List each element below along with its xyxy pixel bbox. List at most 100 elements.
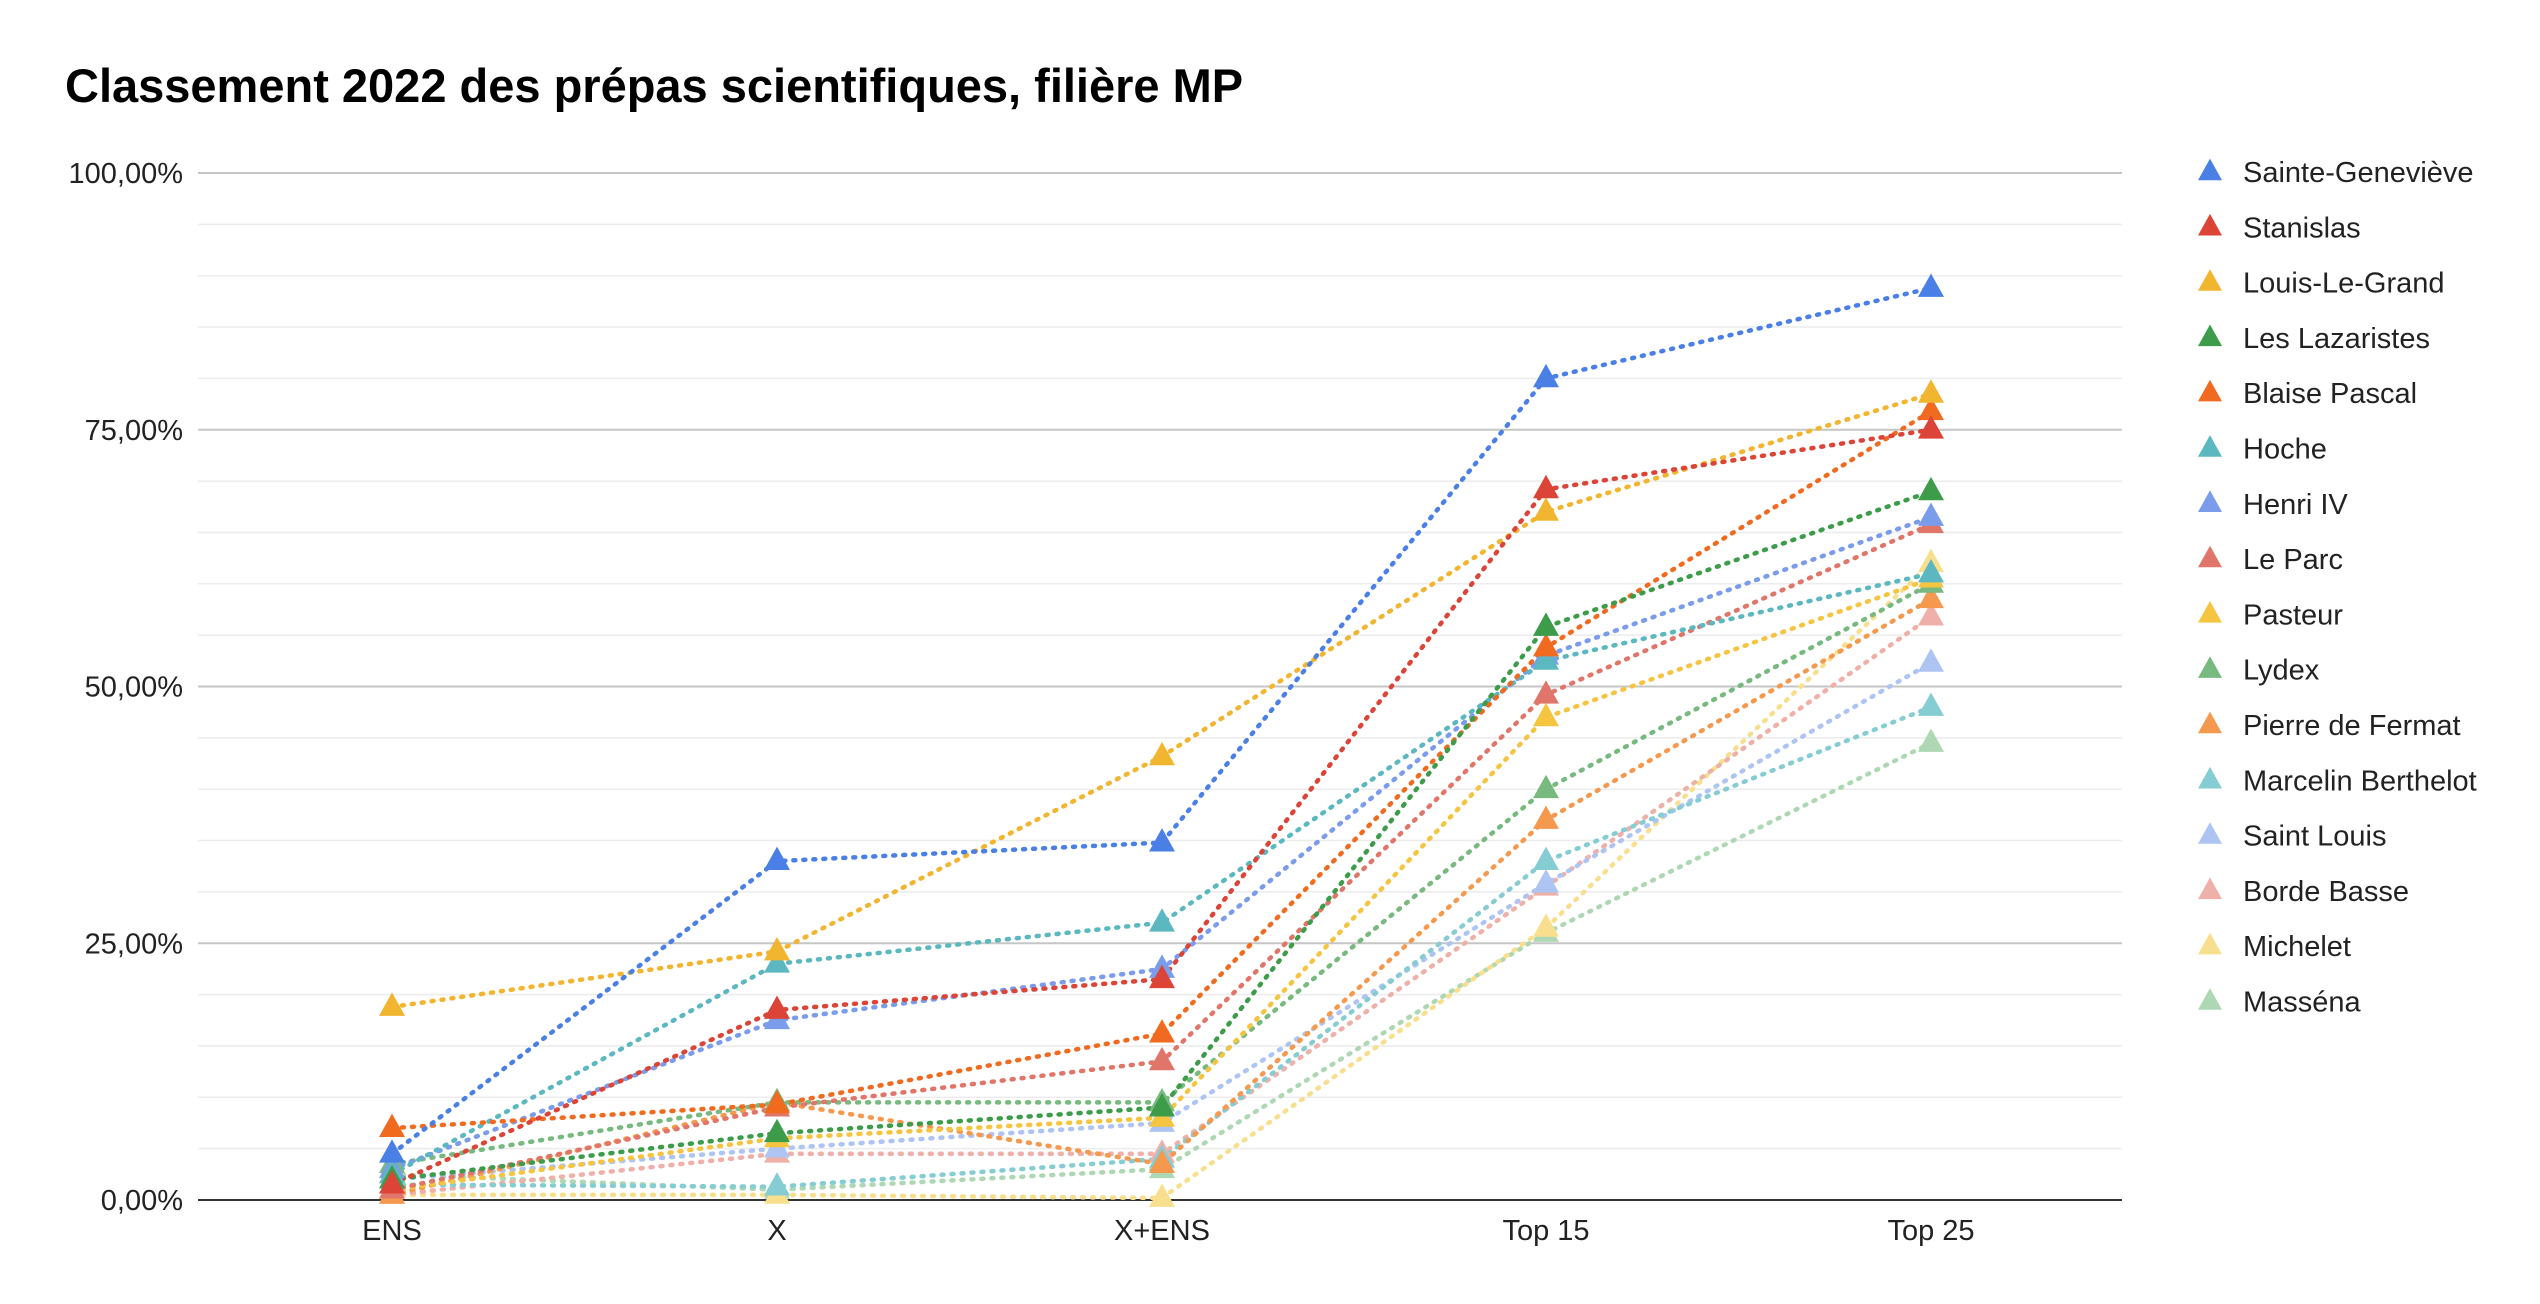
data-point-marker — [1533, 497, 1559, 521]
legend-marker — [2198, 545, 2222, 568]
x-tick-label: X — [767, 1215, 786, 1247]
legend-marker — [2198, 269, 2222, 291]
legend-marker — [2198, 988, 2222, 1010]
data-point-marker — [1918, 476, 1944, 501]
legend-item: Pasteur — [2198, 599, 2343, 631]
data-point-marker — [1918, 728, 1944, 752]
data-point-marker — [1918, 273, 1944, 297]
x-tick-label: Top 15 — [1502, 1215, 1589, 1247]
data-point-marker — [1149, 741, 1175, 766]
data-point-marker — [1149, 1149, 1175, 1173]
data-point-marker — [1918, 584, 1944, 609]
legend-marker — [2198, 822, 2222, 844]
legend-item: Blaise Pascal — [2198, 378, 2417, 410]
legend-label: Henri IV — [2243, 489, 2348, 521]
data-point-marker — [379, 1170, 405, 1194]
data-point-marker — [1149, 828, 1175, 852]
legend-item: Saint Louis — [2198, 821, 2387, 853]
legend-label: Masséna — [2243, 987, 2362, 1019]
legend-label: Stanislas — [2243, 212, 2361, 244]
series-line — [389, 409, 1934, 1131]
data-point-marker — [1533, 612, 1559, 636]
legend-item: Borde Basse — [2198, 876, 2409, 908]
legend-marker — [2198, 490, 2222, 513]
legend-label: Marcelin Berthelot — [2243, 765, 2477, 797]
data-point-marker — [1918, 379, 1944, 403]
legend-marker — [2198, 435, 2222, 457]
legend-marker — [2198, 324, 2222, 347]
legend-item: Marcelin Berthelot — [2198, 765, 2477, 797]
legend-marker — [2198, 877, 2222, 900]
data-point-marker — [1149, 1046, 1175, 1071]
legend-item: Hoche — [2198, 434, 2327, 466]
data-point-marker — [1533, 646, 1559, 670]
legend-label: Lydex — [2243, 655, 2320, 687]
grid-lines — [198, 172, 2122, 1150]
legend-item: Masséna — [2198, 987, 2362, 1019]
data-point-marker — [764, 846, 790, 870]
data-point-marker — [1533, 805, 1559, 829]
data-point-marker — [379, 992, 405, 1016]
data-point-marker — [1918, 502, 1944, 526]
data-point-marker — [1149, 908, 1175, 932]
legend-marker — [2198, 656, 2222, 678]
x-tick-label: ENS — [362, 1215, 422, 1247]
data-point-marker — [1533, 869, 1559, 893]
data-point-marker — [1149, 1093, 1175, 1117]
legend-label: Pierre de Fermat — [2243, 710, 2461, 742]
data-point-marker — [1918, 692, 1944, 716]
y-tick-label: 0,00% — [101, 1185, 183, 1217]
data-point-marker — [1149, 1183, 1175, 1207]
data-points — [379, 273, 1944, 1207]
legend-item: Henri IV — [2198, 489, 2348, 521]
series-line — [389, 571, 1934, 1177]
legend-label: Blaise Pascal — [2243, 378, 2417, 410]
legend-label: Les Lazaristes — [2243, 323, 2430, 355]
legend-label: Louis-Le-Grand — [2243, 268, 2445, 300]
data-point-marker — [1533, 680, 1559, 704]
chart-title: Classement 2022 des prépas scientifiques… — [65, 59, 1244, 112]
data-point-marker — [1533, 632, 1559, 657]
legend-label: Saint Louis — [2243, 821, 2387, 853]
series-line — [389, 427, 1934, 1187]
data-point-marker — [1533, 702, 1559, 727]
legend-item: Le Parc — [2198, 544, 2343, 576]
legend-item: Lydex — [2198, 655, 2320, 687]
legend-label: Pasteur — [2243, 599, 2343, 631]
y-tick-label: 25,00% — [85, 928, 183, 960]
legend-item: Louis-Le-Grand — [2198, 268, 2445, 300]
legend-marker — [2198, 213, 2222, 236]
legend-marker — [2198, 766, 2222, 789]
legend-marker — [2198, 601, 2222, 623]
legend-label: Borde Basse — [2243, 876, 2409, 908]
data-point-marker — [764, 936, 790, 961]
axis: 0,00% 25,00% 50,00% 75,00% 100,00% ENS X X+ENS T… — [69, 158, 2122, 1247]
data-point-marker — [764, 995, 790, 1019]
data-point-marker — [1918, 415, 1944, 439]
legend-item: Michelet — [2198, 931, 2351, 963]
data-point-marker — [1918, 602, 1944, 626]
x-tick-label: Top 25 — [1887, 1215, 1974, 1247]
data-point-marker — [1533, 474, 1559, 499]
legend-item: Sainte-Geneviève — [2198, 157, 2474, 189]
data-point-marker — [764, 1172, 790, 1196]
data-point-marker — [1918, 559, 1944, 583]
y-tick-label: 50,00% — [85, 672, 183, 704]
data-point-marker — [1149, 964, 1175, 989]
legend-item: Stanislas — [2198, 212, 2361, 244]
x-tick-label: X+ENS — [1114, 1215, 1210, 1247]
legend-label: Hoche — [2243, 434, 2327, 466]
legend-label: Michelet — [2243, 931, 2351, 963]
legend-label: Sainte-Geneviève — [2243, 157, 2474, 189]
data-point-marker — [1918, 396, 1944, 421]
data-point-marker — [379, 1113, 405, 1138]
data-point-marker — [1918, 648, 1944, 672]
series-line — [389, 581, 1934, 1167]
legend-marker — [2198, 158, 2222, 181]
y-tick-label: 75,00% — [85, 415, 183, 447]
data-point-marker — [1149, 1019, 1175, 1043]
legend-marker — [2198, 711, 2222, 734]
data-point-marker — [764, 1118, 790, 1143]
legend-item: Les Lazaristes — [2198, 323, 2430, 355]
